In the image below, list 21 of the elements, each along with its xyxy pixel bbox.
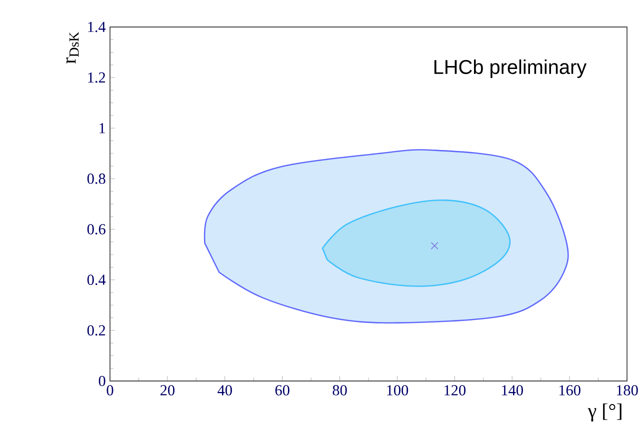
y-tick-label: 0.2 — [87, 325, 106, 336]
y-tick-label: 0.4 — [87, 274, 106, 286]
y-tick-label: 0 — [98, 376, 106, 386]
x-axis-title: γ [°] — [588, 403, 622, 422]
y-tick-label: 1 — [100, 123, 105, 134]
x-tick-label: 20 — [160, 385, 174, 396]
x-tick-label: 0 — [106, 385, 114, 396]
y-axis-title: r$_{DsK}$ — [66, 32, 79, 64]
x-tick-label: 100 — [387, 385, 408, 396]
y-tick-label: 0.8 — [87, 174, 106, 184]
annotation: LHCb preliminary — [434, 59, 587, 78]
y-tick-label: 1.4 — [88, 22, 106, 32]
x-tick-label: 180 — [616, 385, 638, 396]
y-tick-label: 0.6 — [87, 224, 106, 234]
x-tick-label: 120 — [444, 385, 466, 396]
x-tick-label: 140 — [502, 385, 523, 396]
x-tick-label: 160 — [559, 385, 580, 396]
x-tick-label: 60 — [275, 385, 290, 396]
x-tick-label: 80 — [332, 385, 347, 396]
y-tick-label: 1.2 — [88, 72, 106, 83]
x-tick-label: 40 — [218, 385, 232, 396]
